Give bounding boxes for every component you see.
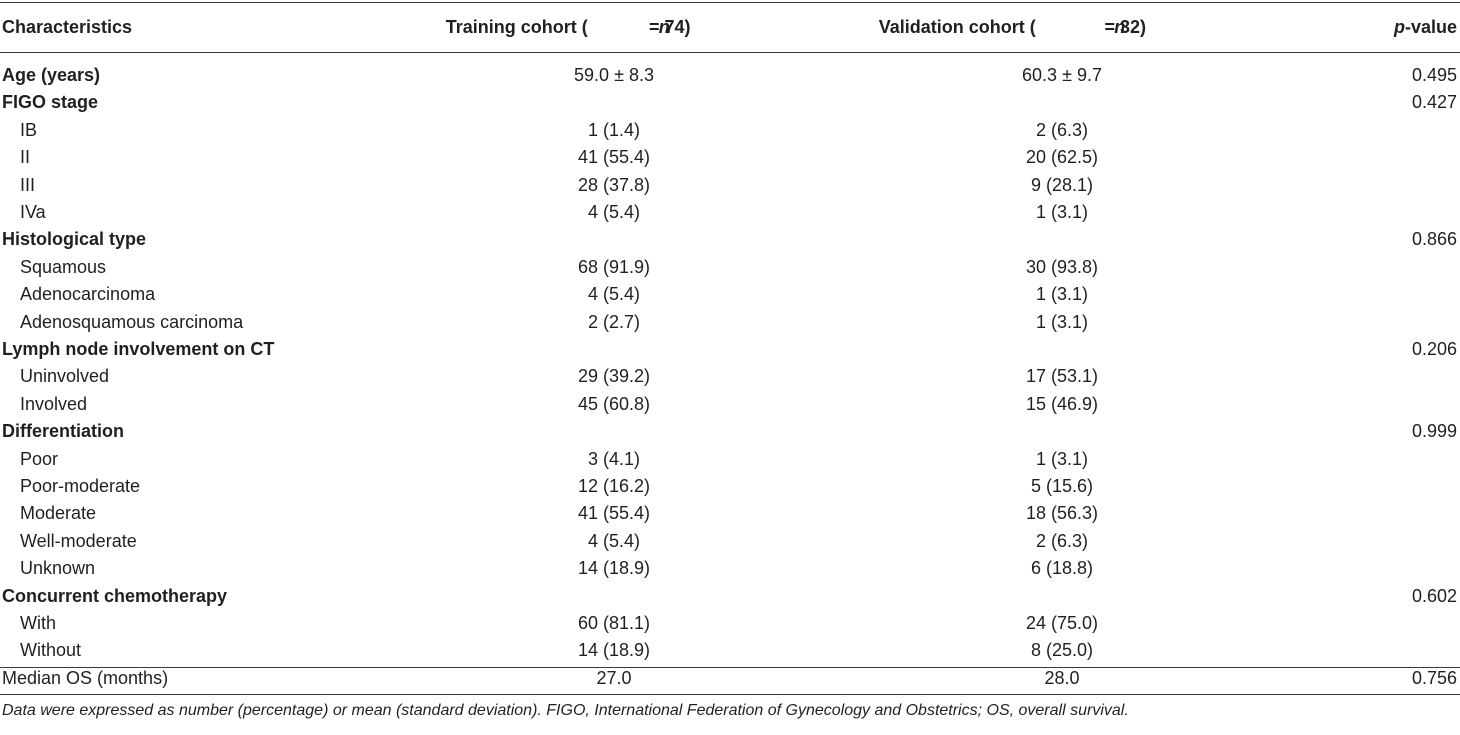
table-row: II 41 (55.4) 20 (62.5) — [0, 144, 1460, 171]
row-label: Uninvolved — [20, 366, 110, 387]
row-label: Lymph node involvement on CT — [2, 339, 275, 359]
p-value: 0.206 — [1411, 339, 1457, 359]
table-row: Histological type 0.866 — [0, 226, 1460, 253]
top-rule — [0, 2, 1460, 3]
header-rule — [0, 52, 1460, 53]
p-value: 0.495 — [1411, 65, 1457, 85]
p-value: 0.866 — [1411, 229, 1457, 250]
row-label: Unknown — [20, 558, 96, 579]
table-row: Age (years) 59.0 ± 8.3 60.3 ± 9.7 0.495 — [0, 62, 1460, 89]
median-os-rule — [0, 667, 1460, 668]
p-value: 0.427 — [1411, 92, 1457, 113]
header-characteristics: Characteristics — [2, 17, 133, 37]
row-label: Age (years) — [2, 65, 101, 85]
table-row: Squamous 68 (91.9) 30 (93.8) — [0, 254, 1460, 281]
row-label: Differentiation — [2, 421, 125, 442]
table-header-row: Characteristics Training cohort (n = 74)… — [0, 14, 1460, 41]
table-row: Concurrent chemotherapy 0.602 — [0, 583, 1460, 610]
table-row: Adenocarcinoma 4 (5.4) 1 (3.1) — [0, 281, 1460, 308]
table-row: Involved 45 (60.8) 15 (46.9) — [0, 391, 1460, 418]
row-label: Concurrent chemotherapy — [2, 585, 228, 606]
row-label: Moderate — [20, 503, 97, 524]
row-label: Well-moderate — [20, 530, 137, 551]
table-row: Differentiation 0.999 — [0, 418, 1460, 445]
row-label: Poor-moderate — [20, 476, 141, 496]
p-value: 0.756 — [1411, 667, 1457, 688]
row-label: IVa — [20, 202, 46, 222]
row-label: Without — [20, 640, 82, 661]
row-label: Median OS (months) — [2, 667, 169, 688]
row-label: II — [20, 147, 31, 168]
row-label: With — [20, 613, 56, 633]
table-row: With 60 (81.1) 24 (75.0) — [0, 610, 1460, 637]
table-footnote: Data were expressed as number (percentag… — [2, 702, 1129, 719]
table-row: FIGO stage 0.427 — [0, 89, 1460, 116]
table-row: Unknown 14 (18.9) 6 (18.8) — [0, 555, 1460, 582]
table-row: III 28 (37.8) 9 (28.1) — [0, 172, 1460, 199]
table-row: Lymph node involvement on CT 0.206 — [0, 336, 1460, 363]
row-label: Involved — [20, 393, 88, 414]
table-row: Well-moderate 4 (5.4) 2 (6.3) — [0, 528, 1460, 555]
table-row: Moderate 41 (55.4) 18 (56.3) — [0, 500, 1460, 527]
table-row: Adenosquamous carcinoma 2 (2.7) 1 (3.1) — [0, 309, 1460, 336]
p-value: 0.602 — [1411, 585, 1457, 606]
table-row: IB 1 (1.4) 2 (6.3) — [0, 117, 1460, 144]
row-label: Poor — [20, 448, 59, 469]
table-row: Without 14 (18.9) 8 (25.0) — [0, 637, 1460, 664]
row-label: IB — [20, 119, 38, 140]
row-label: III — [20, 174, 36, 195]
table-row: IVa 4 (5.4) 1 (3.1) — [0, 199, 1460, 226]
row-label: Squamous — [20, 256, 107, 277]
row-label: Adenosquamous carcinoma — [20, 311, 244, 332]
row-label: Adenocarcinoma — [20, 284, 156, 305]
table-row: Poor 3 (4.1) 1 (3.1) — [0, 446, 1460, 473]
table-row: Uninvolved 29 (39.2) 17 (53.1) — [0, 363, 1460, 390]
header-p-value: p-value — [1393, 17, 1457, 37]
row-label: FIGO stage — [2, 92, 99, 113]
table-row: Poor-moderate 12 (16.2) 5 (15.6) — [0, 473, 1460, 500]
p-value: 0.999 — [1411, 421, 1457, 442]
row-label: Histological type — [2, 229, 147, 250]
table-row: Median OS (months) 27.0 28.0 0.756 — [0, 665, 1460, 692]
bottom-rule — [0, 694, 1460, 695]
